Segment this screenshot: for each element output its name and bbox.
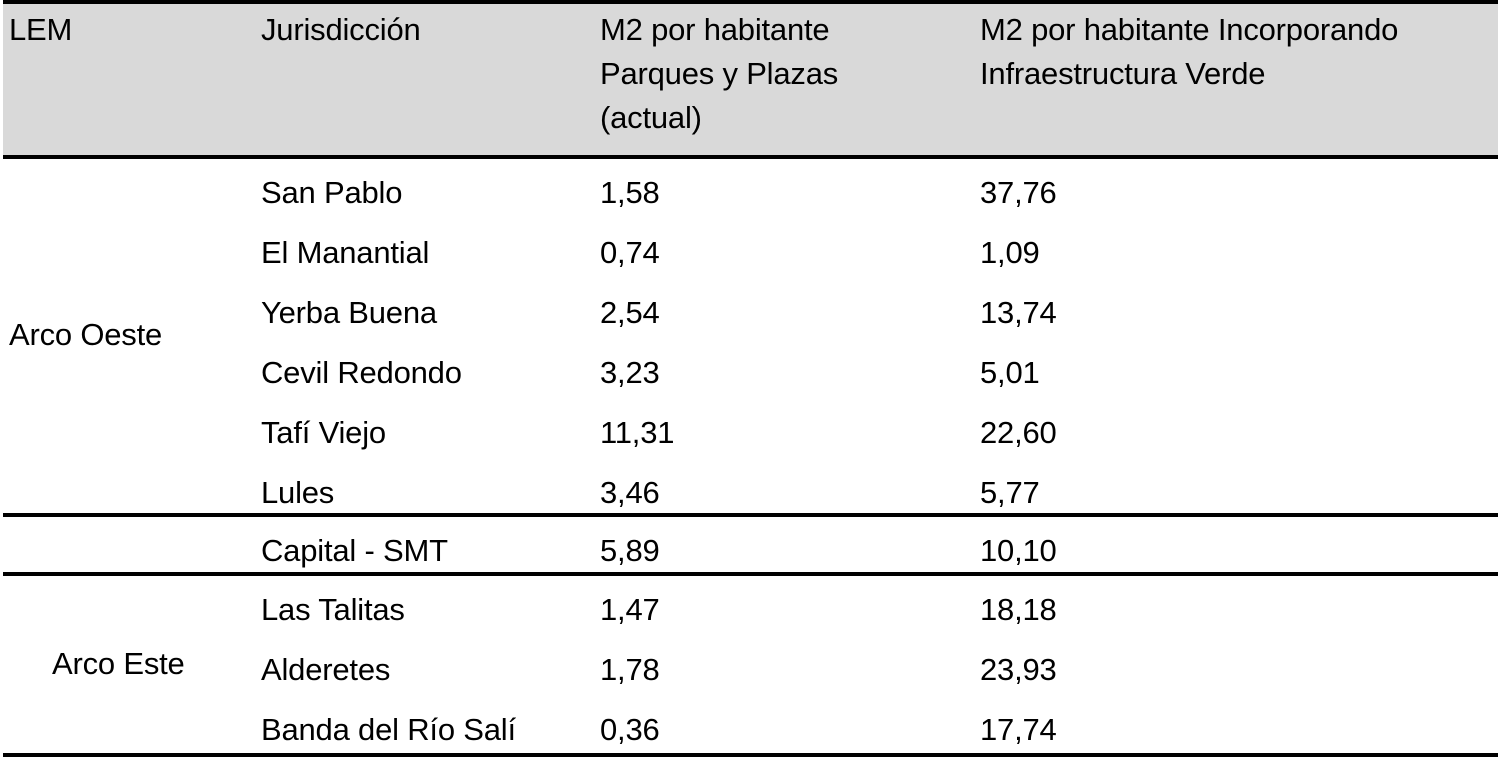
cell-m2-infra: 17,74: [980, 712, 1057, 747]
group-arco-este: Arco Este Las Talitas 1,47 18,18 Alderet…: [3, 576, 1498, 757]
table-row: Alderetes 1,78 23,93: [3, 636, 1498, 696]
header-m2-infra: M2 por habitante Incorporando Infraestru…: [980, 8, 1398, 96]
cell-m2-infra: 37,76: [980, 175, 1057, 210]
group-arco-oeste: Arco Oeste San Pablo 1,58 37,76 El Manan…: [3, 159, 1498, 517]
cell-m2-infra: 18,18: [980, 592, 1057, 627]
cell-m2-actual: 3,46: [600, 475, 660, 510]
table-row: El Manantial 0,74 1,09: [3, 221, 1498, 281]
table-header: LEM Jurisdicción M2 por habitante Parque…: [3, 0, 1498, 159]
cell-m2-actual: 5,89: [600, 533, 660, 568]
cell-m2-infra: 1,09: [980, 235, 1040, 270]
group-capital: Capital - SMT 5,89 10,10: [3, 517, 1498, 576]
cell-m2-actual: 1,78: [600, 652, 660, 687]
cell-m2-infra: 22,60: [980, 415, 1057, 450]
cell-jurisdiccion: Las Talitas: [261, 592, 405, 627]
header-jurisdiccion: Jurisdicción: [261, 12, 421, 47]
cell-m2-infra: 5,01: [980, 355, 1040, 390]
cell-jurisdiccion: Banda del Río Salí: [261, 712, 516, 747]
group-label-arco-oeste: Arco Oeste: [9, 317, 163, 352]
table-row: Tafí Viejo 11,31 22,60: [3, 401, 1498, 461]
header-m2-actual-line2: Parques y Plazas: [600, 56, 839, 91]
table-row: Las Talitas 1,47 18,18: [3, 576, 1498, 636]
header-m2-infra-line1: M2 por habitante Incorporando: [980, 12, 1399, 47]
green-space-table: LEM Jurisdicción M2 por habitante Parque…: [3, 0, 1498, 757]
cell-jurisdiccion: Lules: [261, 475, 335, 510]
cell-m2-infra: 10,10: [980, 533, 1057, 568]
cell-m2-actual: 3,23: [600, 355, 660, 390]
cell-jurisdiccion: Cevil Redondo: [261, 355, 462, 390]
cell-jurisdiccion: San Pablo: [261, 175, 403, 210]
table-row: Banda del Río Salí 0,36 17,74: [3, 696, 1498, 753]
cell-m2-infra: 23,93: [980, 652, 1057, 687]
cell-jurisdiccion: Alderetes: [261, 652, 391, 687]
header-m2-infra-line2: Infraestructura Verde: [980, 56, 1266, 91]
cell-jurisdiccion: Capital - SMT: [261, 533, 448, 568]
cell-m2-actual: 1,58: [600, 175, 660, 210]
cell-m2-actual: 11,31: [600, 415, 675, 450]
cell-m2-actual: 2,54: [600, 295, 660, 330]
header-m2-actual-line3: (actual): [600, 100, 702, 135]
cell-jurisdiccion: El Manantial: [261, 235, 430, 270]
cell-jurisdiccion: Yerba Buena: [261, 295, 437, 330]
table-row: Cevil Redondo 3,23 5,01: [3, 341, 1498, 401]
cell-m2-infra: 13,74: [980, 295, 1057, 330]
cell-m2-actual: 0,36: [600, 712, 660, 747]
table-row: Lules 3,46 5,77: [3, 461, 1498, 513]
cell-m2-actual: 1,47: [600, 592, 660, 627]
header-m2-actual: M2 por habitante Parques y Plazas (actua…: [600, 8, 838, 140]
cell-m2-actual: 0,74: [600, 235, 660, 270]
table-row: Capital - SMT 5,89 10,10: [3, 517, 1498, 572]
group-label-arco-este: Arco Este: [52, 646, 185, 681]
table-row: Yerba Buena 2,54 13,74: [3, 281, 1498, 341]
cell-m2-infra: 5,77: [980, 475, 1040, 510]
header-m2-actual-line1: M2 por habitante: [600, 12, 830, 47]
cell-jurisdiccion: Tafí Viejo: [261, 415, 386, 450]
header-lem: LEM: [9, 12, 73, 47]
table-row: San Pablo 1,58 37,76: [3, 161, 1498, 221]
